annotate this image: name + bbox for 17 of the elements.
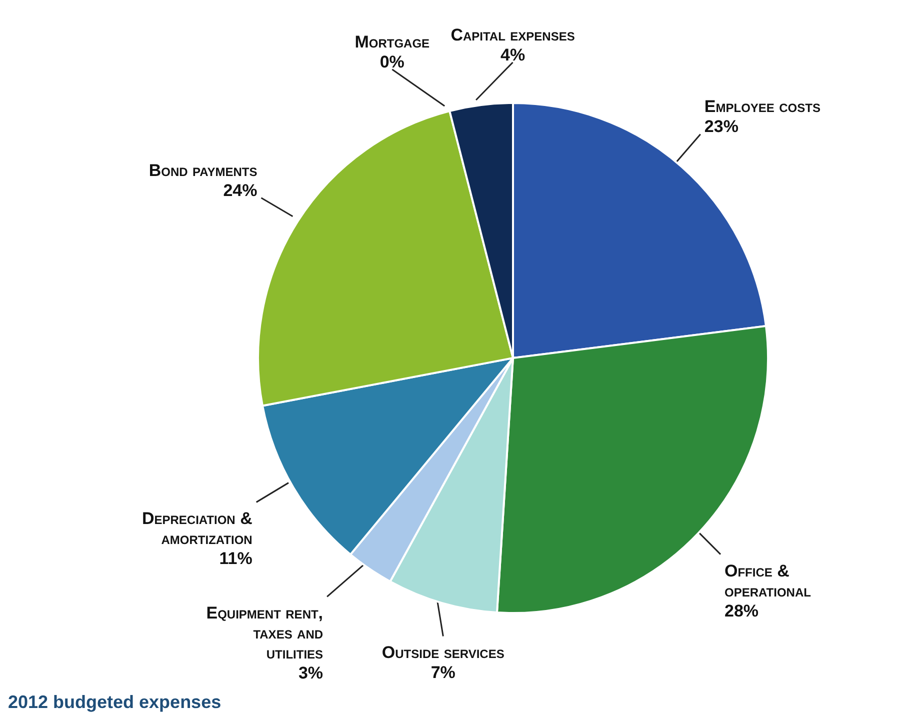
category-label: Mortgage [354,32,430,52]
slice-label: Outside services [382,643,504,662]
slice-label: Employee costs [704,97,820,116]
text: 2012 budgeted expenses [8,692,222,713]
data-label: 11% [219,549,252,568]
data-label: 23% [704,117,738,136]
text: 0% [380,52,404,72]
data-label: 4% [500,45,526,64]
slice-label: Capital expenses [450,25,575,44]
data-label: 28% [724,601,759,620]
slice-label: Equipment rent, taxes and utilities [206,604,324,663]
slice-label: Depreciation & amortization [142,509,252,548]
slice-label: Bond payments [148,160,258,180]
data-label: 7% [430,663,456,682]
slice-label: Office & operational [724,561,811,600]
data-label: 24% [223,180,258,200]
data-label: 3% [298,664,324,683]
